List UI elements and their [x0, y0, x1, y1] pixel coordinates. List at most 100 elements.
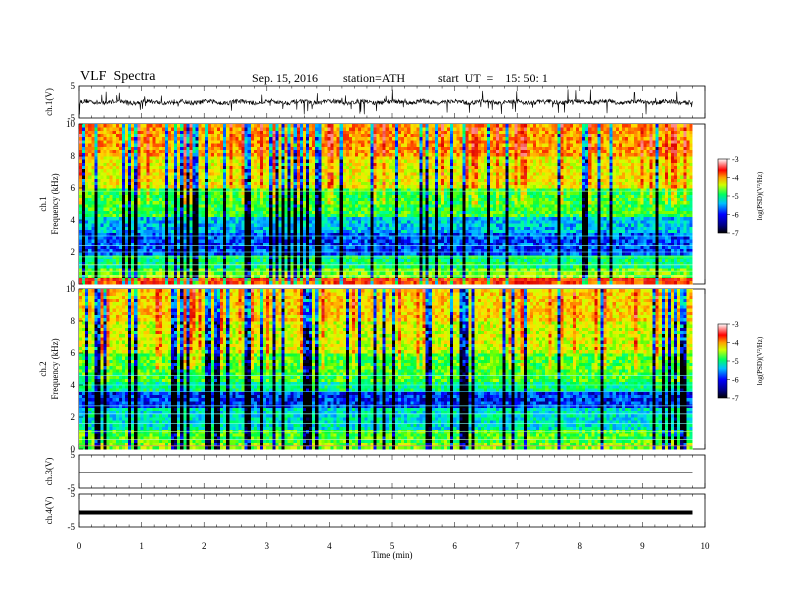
ch1-spectrogram-cell: [370, 271, 374, 275]
ch1-spectrogram-cell: [536, 268, 540, 272]
ch1-spectrogram-cell: [128, 271, 132, 275]
ch1-spectrogram-cell: [683, 239, 687, 243]
ch1-spectrogram-cell: [480, 264, 485, 269]
ch1-spectrogram-cell: [474, 216, 479, 221]
ch1-spectrogram-cell: [677, 242, 681, 246]
ch1-spectrogram-cell: [364, 210, 368, 214]
ch1-spectrogram-cell: [444, 264, 448, 269]
ch1-spectrogram-cell: [253, 223, 258, 227]
ch1-spectrogram-cell: [333, 207, 338, 211]
ch1-spectrogram-cell: [207, 210, 212, 214]
ch1-spectrogram-cell: [137, 213, 141, 218]
ch1-spectrogram-cell: [548, 229, 552, 234]
ch1-spectrogram-cell: [217, 268, 221, 272]
ch1-spectrogram-cell: [591, 242, 595, 246]
ch1-spectrogram-cell: [361, 261, 365, 266]
ch1-spectrogram-cell: [171, 236, 175, 240]
ch1-spectrogram-cell: [318, 232, 322, 237]
ch1-spectrogram-cell: [391, 239, 396, 243]
ch1-spectrogram-cell: [183, 271, 187, 275]
ch1-spectrogram-cell: [450, 232, 454, 237]
ch1-spectrogram-cell: [465, 220, 469, 224]
ch1-spectrogram-cell: [195, 268, 200, 272]
ch1-spectrogram-cell: [655, 261, 660, 266]
ch1-spectrogram-cell: [480, 280, 485, 285]
ch1-spectrogram-cell: [496, 258, 500, 262]
ch1-spectrogram-cell: [287, 264, 292, 269]
ch1-spectrogram-cell: [259, 252, 264, 256]
ch1-spectrogram-cell: [177, 264, 181, 269]
ch1-spectrogram-cell: [232, 207, 236, 211]
ch1-spectrogram-cell: [198, 252, 203, 256]
ch1-spectrogram-cell: [468, 264, 473, 269]
ch1-spectrogram-cell: [683, 232, 687, 237]
ch1-spectrogram-cell: [625, 242, 629, 246]
ch1-spectrogram-cell: [453, 271, 457, 275]
ch1-spectrogram-cell: [79, 277, 83, 282]
ch1-spectrogram-cell: [128, 216, 132, 221]
ch1-spectrogram-cell: [207, 245, 212, 250]
ch1-spectrogram-cell: [471, 239, 476, 243]
ch1-spectrogram-cell: [364, 258, 368, 262]
ch1-spectrogram-cell: [505, 242, 509, 246]
ch1-spectrogram-cell: [465, 226, 469, 230]
ch1-spectrogram-cell: [637, 236, 641, 240]
ch1-spectrogram-cell: [109, 258, 114, 262]
ch1-spectrogram-cell: [391, 264, 396, 269]
ch1-spectrogram-cell: [539, 280, 543, 285]
ch1-spectrogram-cell: [625, 277, 629, 282]
ch1-spectrogram-cell: [318, 207, 322, 211]
ch1-spectrogram-cell: [582, 236, 586, 240]
ch1-spectrogram-cell: [290, 226, 295, 230]
ch1-spectrogram-cell: [677, 245, 681, 250]
ch1-spectrogram-cell: [612, 239, 617, 243]
ch1-spectrogram-cell: [465, 216, 469, 221]
ch1-spectrogram-cell: [582, 220, 586, 224]
ch1-spectrogram-cell: [474, 264, 479, 269]
ch1-spectrogram-cell: [115, 280, 120, 285]
ch1-spectrogram-cell: [612, 258, 617, 262]
ch1-spectrogram-cell: [569, 220, 574, 224]
ch1-spectrogram-cell: [655, 277, 660, 282]
ch1-spectrogram-cell: [309, 252, 313, 256]
ch1-spectrogram-cell: [161, 261, 166, 266]
ch1-spectrogram-cell: [121, 207, 126, 211]
ch1-spectrogram-cell: [204, 280, 209, 285]
ch1-spectrogram-cell: [223, 236, 227, 240]
ch1-spectrogram-cell: [235, 213, 239, 218]
ch1-spectrogram-cell: [85, 207, 89, 211]
ch1-spectrogram-cell: [115, 248, 120, 253]
ch1-spectrogram-cell: [471, 226, 476, 230]
ch1-spectrogram-cell: [545, 248, 549, 253]
ch1-spectrogram-cell: [407, 226, 411, 230]
ch1-spectrogram-cell: [79, 207, 83, 211]
ch1-spectrogram-cell: [640, 207, 644, 211]
ch1-spectrogram-cell: [686, 268, 690, 272]
ch1-spectrogram-cell: [649, 252, 654, 256]
ch1-spectrogram-cell: [514, 258, 519, 262]
ch1-spectrogram-cell: [658, 236, 663, 240]
ch1-spectrogram-cell: [398, 264, 402, 269]
ch1-spectrogram-cell: [167, 261, 172, 266]
ch1-spectrogram-cell: [440, 226, 445, 230]
ch1-spectrogram-cell: [477, 242, 482, 246]
ch1-spectrogram-cell: [643, 223, 647, 227]
ch1-spectrogram-cell: [437, 268, 442, 272]
ch1-spectrogram-cell: [520, 242, 525, 246]
ch1-spectrogram-cell: [612, 252, 617, 256]
ch1-spectrogram-cell: [312, 236, 316, 240]
ch1-spectrogram-cell: [557, 236, 561, 240]
ch1-spectrogram-cell: [517, 245, 522, 250]
ch1-spectrogram-cell: [391, 236, 396, 240]
ch1-spectrogram-cell: [625, 226, 629, 230]
ch1-spectrogram-cell: [278, 242, 282, 246]
ch1-spectrogram-cell: [379, 252, 384, 256]
ch1-spectrogram-cell: [198, 248, 203, 253]
ch1-spectrogram-cell: [450, 264, 454, 269]
ch1-spectrogram-cell: [652, 280, 657, 285]
ch1-spectrogram-cell: [591, 216, 595, 221]
ch1-spectrogram-cell: [563, 268, 568, 272]
ch1-spectrogram-cell: [447, 280, 451, 285]
ch1-spectrogram-cell: [229, 258, 233, 262]
ch1-spectrogram-cell: [250, 236, 255, 240]
